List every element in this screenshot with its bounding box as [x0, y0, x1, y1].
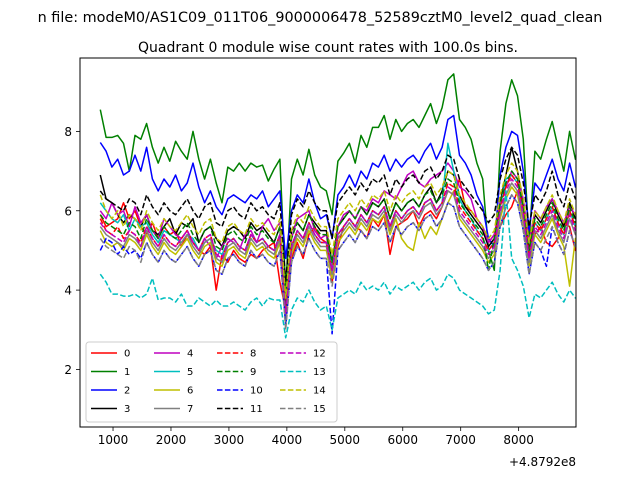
chart-title: Quadrant 0 module wise count rates with …: [138, 40, 518, 56]
legend-label-6: 6: [187, 386, 193, 397]
legend-label-2: 2: [124, 386, 130, 397]
legend-label-7: 7: [187, 404, 193, 415]
x-tick-label-3000: 3000: [214, 433, 245, 447]
series-line-1: [99, 73, 576, 291]
y-tick-label-8: 8: [64, 125, 72, 139]
series-line-13: [99, 190, 576, 339]
y-tick-label-2: 2: [64, 363, 72, 377]
legend-label-13: 13: [313, 367, 326, 378]
legend-label-10: 10: [250, 386, 263, 397]
figure-suptitle: n file: modeM0/AS1C09_011T06_9000006478_…: [38, 10, 603, 26]
series-line-15: [99, 194, 576, 331]
y-tick-label-4: 4: [64, 284, 72, 298]
legend-label-9: 9: [250, 367, 256, 378]
legend-label-8: 8: [250, 349, 256, 360]
x-tick-label-7000: 7000: [445, 433, 476, 447]
legend-label-0: 0: [124, 349, 130, 360]
x-offset-label: +4.8792e8: [509, 455, 576, 469]
x-tick-label-8000: 8000: [503, 433, 534, 447]
legend-label-12: 12: [313, 349, 326, 360]
series-line-9: [99, 170, 576, 307]
series-line-14: [99, 162, 576, 299]
legend-label-5: 5: [187, 367, 193, 378]
x-tick-label-6000: 6000: [387, 433, 418, 447]
x-axis: 1000 2000 3000 4000 5000 6000 7000 8000: [98, 427, 534, 447]
series-line-6: [99, 186, 576, 323]
legend-label-3: 3: [124, 404, 130, 415]
x-tick-label-1000: 1000: [98, 433, 129, 447]
legend-box: [85, 341, 338, 423]
x-tick-label-2000: 2000: [156, 433, 187, 447]
series-layer: [99, 73, 576, 339]
x-tick-label-5000: 5000: [330, 433, 361, 447]
plot-frame: [79, 57, 577, 428]
y-axis: 2 4 6 8: [64, 125, 80, 377]
x-tick-label-4000: 4000: [272, 433, 303, 447]
y-tick-label-6: 6: [64, 204, 72, 218]
series-line-12: [99, 178, 576, 315]
legend-label-4: 4: [187, 349, 193, 360]
series-line-2: [99, 114, 576, 260]
legend-label-15: 15: [313, 404, 326, 415]
legend-label-14: 14: [313, 386, 326, 397]
legend-label-1: 1: [124, 367, 130, 378]
series-line-7: [99, 182, 576, 319]
legend-label-11: 11: [250, 404, 263, 415]
series-line-11: [99, 146, 576, 283]
